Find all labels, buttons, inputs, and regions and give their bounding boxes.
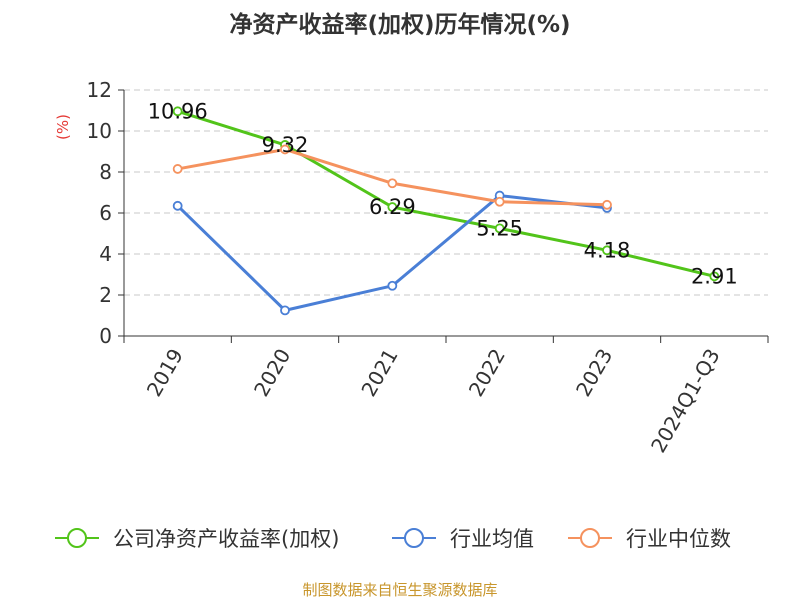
data-label: 10.96 [148, 99, 208, 123]
x-tick-label: 2021 [356, 345, 402, 401]
source-note: 制图数据来自恒生聚源数据库 [302, 581, 497, 599]
x-tick-label: 2022 [464, 345, 510, 401]
data-point-1 [280, 305, 290, 316]
data-point-0 [602, 245, 612, 256]
y-tick-label: 0 [99, 324, 112, 348]
series-lines [172, 106, 720, 316]
data-point-0 [709, 271, 720, 282]
x-tick-label: 2020 [249, 345, 295, 401]
chart-title: 净资产收益率(加权)历年情况(%) [229, 11, 570, 38]
y-tick-label: 8 [99, 160, 112, 184]
legend[interactable]: 公司净资产收益率(加权) 行业均值 行业中位数 [55, 527, 731, 551]
legend-marker-1 [404, 528, 424, 548]
gridlines [124, 89, 768, 296]
data-point-1 [387, 280, 398, 291]
legend-label-1[interactable]: 行业均值 [450, 527, 534, 551]
legend-label-0[interactable]: 公司净资产收益率(加权) [113, 527, 339, 551]
x-tick-label: 2019 [142, 345, 188, 401]
y-tick-label: 4 [99, 242, 112, 266]
x-tick-label: 2024Q1-Q3 [646, 345, 725, 457]
data-point-2 [494, 196, 505, 207]
data-label: 4.18 [584, 238, 631, 262]
data-point-2 [602, 199, 612, 210]
series-line-0 [177, 109, 715, 278]
legend-label-2[interactable]: 行业中位数 [626, 527, 731, 551]
legend-marker-0 [67, 528, 87, 548]
x-tick-label: 2023 [571, 345, 617, 401]
data-point-2 [387, 178, 398, 189]
y-tick-label: 2 [99, 283, 112, 307]
x-tick-labels: 2019 2020 2021 2022 2023 2024Q1-Q3 [142, 345, 725, 457]
data-point-2 [280, 144, 290, 155]
data-label: 6.29 [369, 195, 416, 219]
y-tick-label: 10 [87, 119, 112, 143]
y-tick-label: 12 [87, 78, 112, 102]
legend-marker-2 [580, 528, 600, 548]
data-label: 5.25 [476, 216, 523, 240]
axes [118, 89, 769, 343]
data-point-0 [172, 106, 183, 117]
data-point-0 [494, 223, 505, 234]
data-point-0 [387, 202, 398, 212]
data-label: 2.91 [691, 264, 738, 288]
y-tick-label: 6 [99, 201, 112, 225]
data-label: 9.32 [262, 133, 309, 157]
y-tick-labels: 0 2 4 6 8 10 12 [87, 78, 112, 348]
data-point-1 [172, 200, 183, 211]
data-labels: 10.96 9.32 6.29 5.25 4.18 2.91 [148, 99, 738, 288]
y-axis-unit: (%) [54, 114, 72, 140]
data-point-2 [172, 164, 183, 174]
